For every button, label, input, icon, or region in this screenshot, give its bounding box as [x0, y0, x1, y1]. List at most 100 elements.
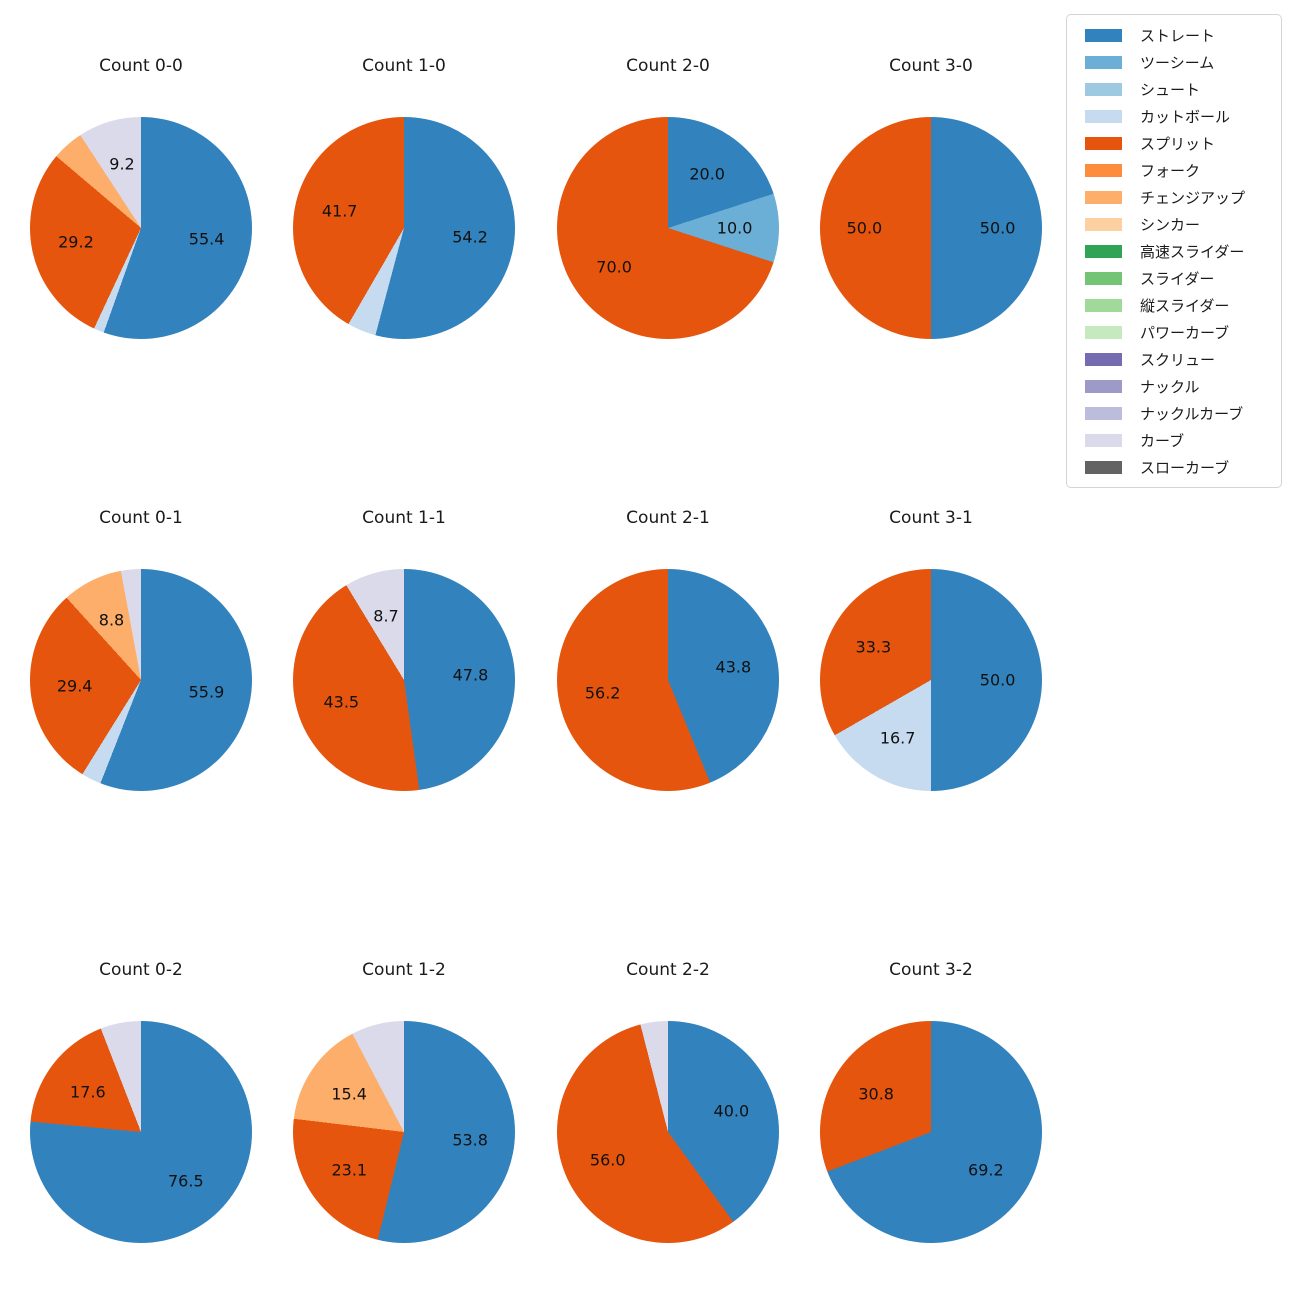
- pie: 47.8 43.5 8.7: [293, 569, 515, 791]
- pie-chart-count-0-2: Count 0-2 76.5 17.6: [30, 959, 252, 1243]
- legend-swatch-13: [1085, 352, 1122, 366]
- legend-item: スライダー: [1067, 265, 1281, 291]
- legend-swatch-2: [1085, 55, 1122, 69]
- pie: 20.0 10.0 70.0: [557, 117, 779, 339]
- legend-item-label: ナックル: [1140, 377, 1200, 396]
- legend-swatch-14: [1085, 379, 1122, 393]
- slice-label: 53.8: [452, 1130, 488, 1150]
- slice-label: 20.0: [689, 164, 725, 184]
- chart-title: Count 0-2: [99, 960, 183, 980]
- chart-title: Count 1-0: [362, 56, 446, 76]
- pie-chart-count-1-1: Count 1-1 47.8 43.5 8.7: [293, 507, 515, 791]
- legend-item-label: シンカー: [1140, 215, 1201, 234]
- chart-title: Count 3-1: [889, 508, 973, 528]
- pie-chart-count-1-2: Count 1-2 53.8 23.1 15.4: [293, 959, 515, 1243]
- chart-title: Count 0-0: [99, 56, 183, 76]
- chart-title: Count 3-0: [889, 56, 973, 76]
- pie: 50.0 16.7 33.3: [820, 569, 1042, 791]
- pie: 54.2 41.7: [293, 117, 515, 339]
- legend-item-label: スクリュー: [1140, 350, 1216, 369]
- slice-label: 56.2: [584, 683, 621, 703]
- legend-item: 高速スライダー: [1067, 238, 1281, 264]
- legend-item: カットボール: [1067, 103, 1281, 129]
- legend-item-label: ツーシーム: [1140, 53, 1215, 72]
- slice-label: 29.4: [56, 676, 93, 696]
- legend-item-label: ストレート: [1140, 26, 1216, 45]
- legend-swatch-11: [1085, 298, 1122, 312]
- pie-chart-count-0-0: Count 0-0 55.4 29.2 9.2: [30, 55, 252, 339]
- pie: 53.8 23.1 15.4: [293, 1021, 515, 1243]
- chart-title: Count 3-2: [889, 960, 973, 980]
- slice-label: 56.0: [589, 1150, 626, 1170]
- slice-label: 55.9: [188, 682, 225, 702]
- slice-label: 69.2: [968, 1160, 1004, 1180]
- legend-item-label: チェンジアップ: [1140, 188, 1246, 207]
- legend-swatch-5: [1085, 136, 1122, 150]
- pie: 43.8 56.2: [557, 569, 779, 791]
- legend-item-label: ナックルカーブ: [1140, 404, 1244, 423]
- pie: 76.5 17.6: [30, 1021, 252, 1243]
- legend-swatch-1: [1085, 28, 1122, 42]
- legend-swatch-9: [1085, 244, 1122, 258]
- slice-label: 40.0: [713, 1101, 750, 1121]
- pie: 40.0 56.0: [557, 1021, 779, 1243]
- slice-label: 54.2: [452, 227, 488, 247]
- legend-item: スプリット: [1067, 130, 1281, 156]
- legend-item: フォーク: [1067, 157, 1281, 183]
- legend-swatch-16: [1085, 433, 1122, 447]
- slice-label: 47.8: [452, 665, 489, 685]
- slice-label: 50.0: [846, 218, 883, 238]
- slice-label: 43.8: [715, 657, 752, 677]
- legend-item-label: フォーク: [1140, 161, 1201, 180]
- pie-chart-count-2-0: Count 2-0 20.0 10.0 70.0: [557, 55, 779, 339]
- legend-item-label: スプリット: [1140, 134, 1216, 153]
- slice-label: 50.0: [979, 218, 1016, 238]
- legend-item: 縦スライダー: [1067, 292, 1281, 318]
- slice-label: 15.4: [331, 1084, 367, 1104]
- pie-chart-count-3-0: Count 3-0 50.0 50.0: [820, 55, 1042, 339]
- legend-item: スクリュー: [1067, 346, 1281, 372]
- legend-item: シンカー: [1067, 211, 1281, 237]
- chart-title: Count 1-1: [362, 508, 446, 528]
- legend-item: カーブ: [1067, 427, 1281, 453]
- legend-item-label: 縦スライダー: [1140, 296, 1230, 315]
- legend-item: ナックルカーブ: [1067, 400, 1281, 426]
- legend-swatch-17: [1085, 460, 1122, 474]
- slice-label: 10.0: [716, 218, 753, 238]
- pie: 69.2 30.8: [820, 1021, 1042, 1243]
- legend-swatch-3: [1085, 82, 1122, 96]
- slice-label: 9.2: [109, 154, 135, 174]
- legend-item: シュート: [1067, 76, 1281, 102]
- legend-item: スローカーブ: [1067, 454, 1281, 480]
- chart-title: Count 1-2: [362, 960, 446, 980]
- legend-item-label: シュート: [1140, 80, 1201, 99]
- chart-title: Count 0-1: [99, 508, 183, 528]
- slice-label: 55.4: [188, 229, 225, 249]
- slice-label: 70.0: [596, 257, 632, 277]
- legend-item: チェンジアップ: [1067, 184, 1281, 210]
- legend-item-label: パワーカーブ: [1140, 323, 1230, 342]
- legend: ストレートツーシームシュートカットボール スプリットフォークチェンジアップ シンカー…: [1066, 14, 1282, 488]
- slice-label: 8.7: [373, 606, 399, 626]
- slice-label: 16.7: [879, 728, 916, 748]
- legend-swatch-15: [1085, 406, 1122, 420]
- legend-item-label: カーブ: [1140, 431, 1185, 450]
- slice-label: 33.3: [855, 637, 892, 657]
- pie: 50.0 50.0: [820, 117, 1042, 339]
- legend-swatch-6: [1085, 163, 1122, 177]
- slice-label: 8.8: [98, 610, 125, 630]
- legend-swatch-4: [1085, 109, 1122, 123]
- pie-chart-count-0-1: Count 0-1 55.9 29.4 8.8: [30, 507, 252, 791]
- pie-chart-count-3-1: Count 3-1 50.0 16.7 33.3: [820, 507, 1042, 791]
- legend-item-label: 高速スライダー: [1140, 242, 1245, 261]
- legend-swatch-7: [1085, 190, 1122, 204]
- slice-label: 23.1: [331, 1160, 368, 1180]
- pie-chart-count-2-1: Count 2-1 43.8 56.2: [557, 507, 779, 791]
- pie-chart-count-1-0: Count 1-0 54.2 41.7: [293, 55, 515, 339]
- pie: 55.9 29.4 8.8: [30, 569, 252, 791]
- legend-swatch-10: [1085, 271, 1122, 285]
- legend-swatch-8: [1085, 217, 1122, 231]
- chart-title: Count 2-0: [626, 56, 710, 76]
- legend-item-label: カットボール: [1140, 107, 1231, 126]
